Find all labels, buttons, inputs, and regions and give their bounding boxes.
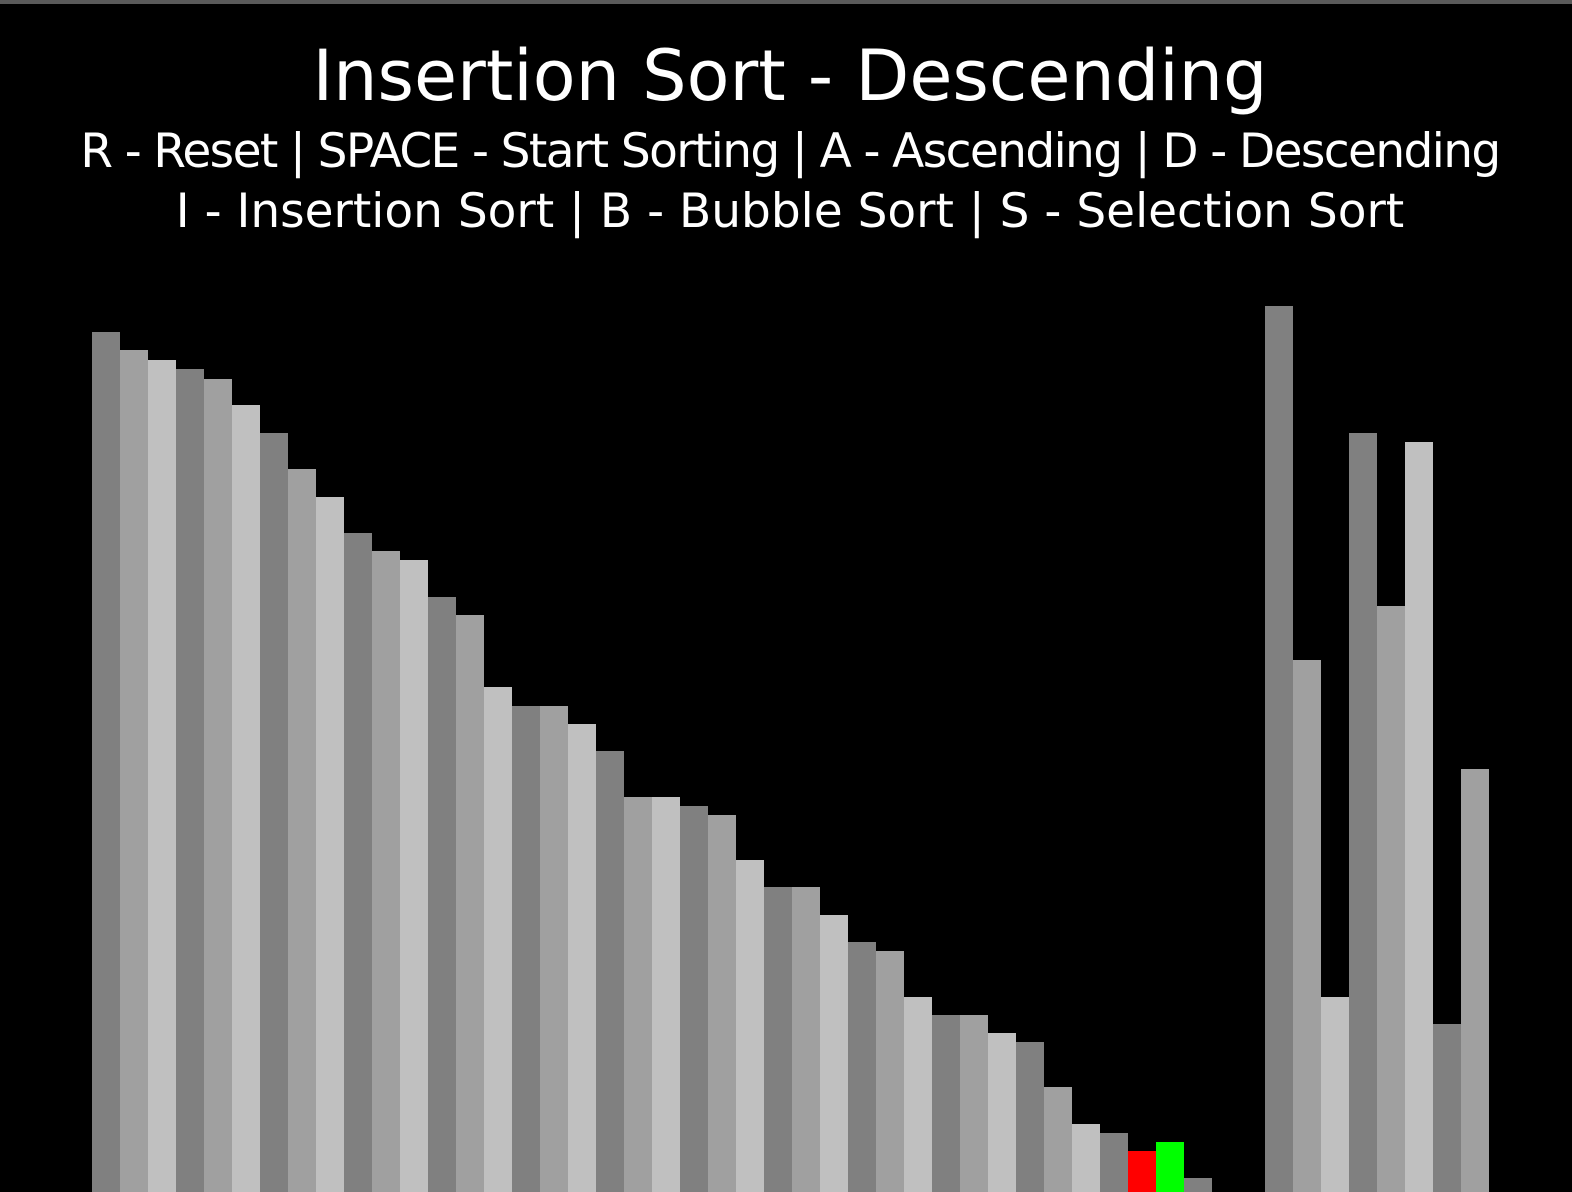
bar bbox=[1100, 1133, 1128, 1192]
bar bbox=[932, 1015, 960, 1192]
bar bbox=[1072, 1124, 1100, 1192]
bar bbox=[204, 379, 232, 1192]
page-title: Insertion Sort - Descending bbox=[312, 35, 1268, 117]
bar bbox=[1016, 1042, 1044, 1192]
bar bbox=[820, 915, 848, 1192]
bar-unsorted bbox=[1349, 433, 1377, 1192]
bar bbox=[540, 706, 568, 1192]
controls-help-line-2: I - Insertion Sort | B - Bubble Sort | S… bbox=[175, 184, 1405, 239]
bar bbox=[876, 951, 904, 1192]
bar bbox=[1044, 1087, 1072, 1192]
bar bbox=[120, 350, 148, 1192]
bar bbox=[624, 797, 652, 1192]
bar bbox=[288, 469, 316, 1192]
bar bbox=[736, 860, 764, 1192]
bar bbox=[680, 806, 708, 1192]
bar bbox=[848, 942, 876, 1192]
bar bbox=[1184, 1178, 1212, 1192]
bar bbox=[904, 997, 932, 1192]
bar bbox=[960, 1015, 988, 1192]
bar-unsorted bbox=[1265, 306, 1293, 1192]
bar bbox=[176, 369, 204, 1192]
bar bbox=[456, 615, 484, 1192]
bar bbox=[260, 433, 288, 1192]
bar-current bbox=[1156, 1142, 1184, 1192]
bar-unsorted bbox=[1461, 769, 1489, 1192]
bar bbox=[764, 887, 792, 1192]
bar bbox=[372, 551, 400, 1192]
controls-help-line-1: R - Reset | SPACE - Start Sorting | A - … bbox=[80, 124, 1501, 179]
bar-unsorted bbox=[1293, 660, 1321, 1192]
bar bbox=[512, 706, 540, 1192]
bar-unsorted bbox=[1377, 606, 1405, 1192]
bar bbox=[316, 497, 344, 1192]
bar bbox=[792, 887, 820, 1192]
bar bbox=[148, 360, 176, 1192]
bar-unsorted bbox=[1405, 442, 1433, 1192]
bar bbox=[484, 687, 512, 1192]
bar-compare bbox=[1128, 1151, 1156, 1192]
bar bbox=[344, 533, 372, 1192]
bar bbox=[988, 1033, 1016, 1192]
bar bbox=[428, 597, 456, 1192]
bar bbox=[92, 332, 120, 1192]
bar-unsorted bbox=[1433, 1024, 1461, 1192]
bar bbox=[652, 797, 680, 1192]
bar bbox=[232, 405, 260, 1192]
bar bbox=[400, 560, 428, 1192]
bar bbox=[596, 751, 624, 1192]
window-top-border bbox=[0, 0, 1572, 4]
bar-unsorted bbox=[1321, 997, 1349, 1192]
bar bbox=[568, 724, 596, 1192]
bar bbox=[708, 815, 736, 1192]
